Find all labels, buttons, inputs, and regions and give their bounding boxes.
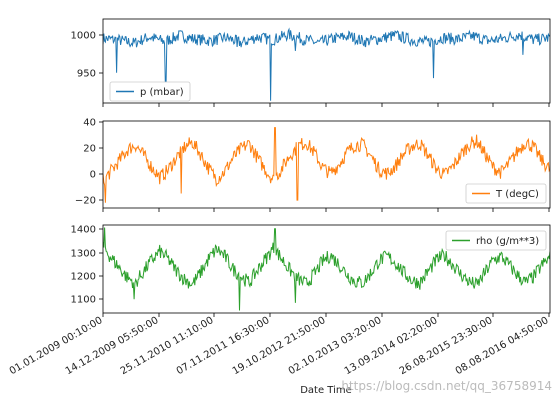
y-tick-label: 0 — [90, 170, 96, 181]
x-tick-label: 01.01.2009 00:10:00 — [8, 315, 105, 377]
legend-label: T (degC) — [495, 189, 539, 200]
watermark-text: https://blog.csdn.net/qq_36758914 — [341, 379, 552, 393]
y-tick-label: 20 — [83, 144, 96, 155]
series-line-1 — [103, 27, 550, 101]
axes-frame — [102, 120, 551, 209]
panel-1: 1000 950 p (mbar) — [71, 18, 551, 107]
x-tick-label: 19.10.2012 21:50:00 — [231, 315, 328, 377]
legend-label: p (mbar) — [140, 87, 184, 98]
y-tick-label: −20 — [75, 196, 96, 207]
legend: p (mbar) — [109, 81, 191, 102]
legend-box — [465, 183, 547, 204]
series-line-2 — [103, 127, 550, 203]
x-tick-label: 13.09.2014 02:20:00 — [343, 315, 440, 377]
x-tick-label: 08.08.2016 04:50:00 — [454, 315, 551, 377]
axes-frame — [102, 18, 551, 104]
legend-label: rho (g/m**3) — [476, 236, 539, 247]
x-tick-label: 25.11.2010 11:10:00 — [119, 315, 216, 377]
y-tick-label: 1300 — [71, 249, 96, 260]
panel-2: 40 20 0 −20 T (degC) — [75, 118, 551, 212]
y-tick-label: 1000 — [71, 31, 96, 42]
y-tick-label: 1100 — [71, 295, 96, 306]
legend: T (degC) — [465, 183, 547, 204]
legend-box — [445, 230, 547, 251]
y-tick-label: 40 — [83, 118, 96, 129]
legend: rho (g/m**3) — [445, 230, 547, 251]
x-tick-label: 07.11.2011 16:30:00 — [175, 315, 272, 377]
x-tick-label: 02.10.2013 03:20:00 — [287, 315, 384, 377]
x-tick-label: 26.08.2015 23:30:00 — [398, 315, 495, 377]
axes-frame — [102, 224, 551, 314]
series-line-3 — [103, 227, 550, 311]
y-tick-label: 950 — [77, 69, 96, 80]
y-tick-label: 1200 — [71, 272, 96, 283]
x-tick-label: 14.12.2009 05:50:00 — [64, 315, 161, 377]
x-axis-title: Date Time — [300, 385, 352, 396]
panel-3: 1400 1300 1200 1100 rho (g/m**3) — [71, 224, 551, 317]
y-tick-label: 1400 — [71, 225, 96, 236]
legend-box — [109, 81, 191, 102]
